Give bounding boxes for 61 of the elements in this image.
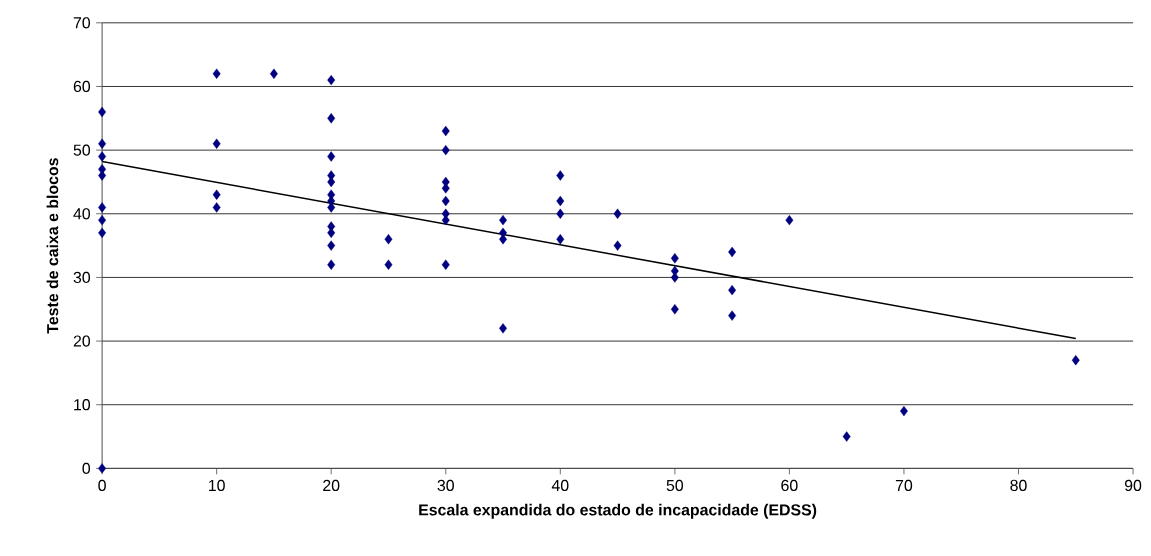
point — [327, 75, 336, 86]
y-tick-label: 0 — [82, 462, 91, 475]
x-axis-title: Escala expandida do estado de incapacidade (EDSS) — [419, 503, 817, 519]
point — [98, 151, 107, 162]
point — [785, 215, 794, 226]
point — [613, 208, 622, 220]
point — [842, 431, 851, 442]
point — [327, 259, 336, 270]
point — [556, 208, 565, 220]
x-tick-label: 70 — [895, 479, 913, 492]
point — [900, 406, 908, 417]
point — [613, 240, 622, 251]
point — [212, 138, 221, 150]
y-tick-label: 60 — [73, 81, 91, 93]
point — [98, 106, 107, 118]
point — [499, 234, 507, 245]
point — [212, 68, 221, 80]
x-tick-label: 0 — [98, 479, 106, 492]
y-tick-label: 30 — [73, 271, 91, 284]
x-tick-label: 50 — [666, 479, 684, 492]
point — [327, 151, 336, 162]
point — [327, 113, 336, 124]
x-tick-label: 20 — [323, 479, 340, 492]
y-tick-label: 50 — [73, 144, 91, 156]
point — [327, 240, 336, 251]
point — [556, 170, 565, 181]
point — [98, 138, 107, 150]
point — [98, 227, 107, 239]
x-tick-label: 80 — [1010, 479, 1027, 492]
y-tick-label: 70 — [73, 17, 91, 29]
point — [98, 202, 107, 213]
point — [728, 310, 737, 321]
point — [499, 215, 507, 226]
point — [441, 126, 450, 137]
y-tick-label: 40 — [73, 208, 91, 220]
point — [441, 259, 450, 270]
point — [728, 285, 737, 296]
point — [670, 304, 679, 315]
point — [212, 189, 221, 200]
point — [384, 259, 393, 270]
point — [556, 196, 565, 207]
point — [1071, 355, 1080, 366]
point — [441, 196, 450, 207]
point — [98, 215, 107, 226]
x-tick-label: 60 — [781, 479, 798, 492]
point — [441, 215, 450, 226]
point — [499, 323, 507, 334]
point — [98, 463, 107, 474]
x-tick-label: 90 — [1124, 479, 1142, 492]
y-axis-title: Teste de caixa e blocos — [46, 158, 59, 334]
point — [728, 246, 737, 258]
point — [384, 234, 393, 245]
point — [670, 253, 679, 264]
x-tick-label: 30 — [437, 479, 454, 492]
point — [212, 202, 221, 213]
y-tick-label: 20 — [73, 335, 91, 347]
point — [556, 234, 565, 245]
x-tick-label: 10 — [209, 479, 225, 492]
point — [441, 145, 450, 156]
y-tick-label: 10 — [74, 399, 91, 411]
x-tick-label: 40 — [551, 479, 569, 492]
